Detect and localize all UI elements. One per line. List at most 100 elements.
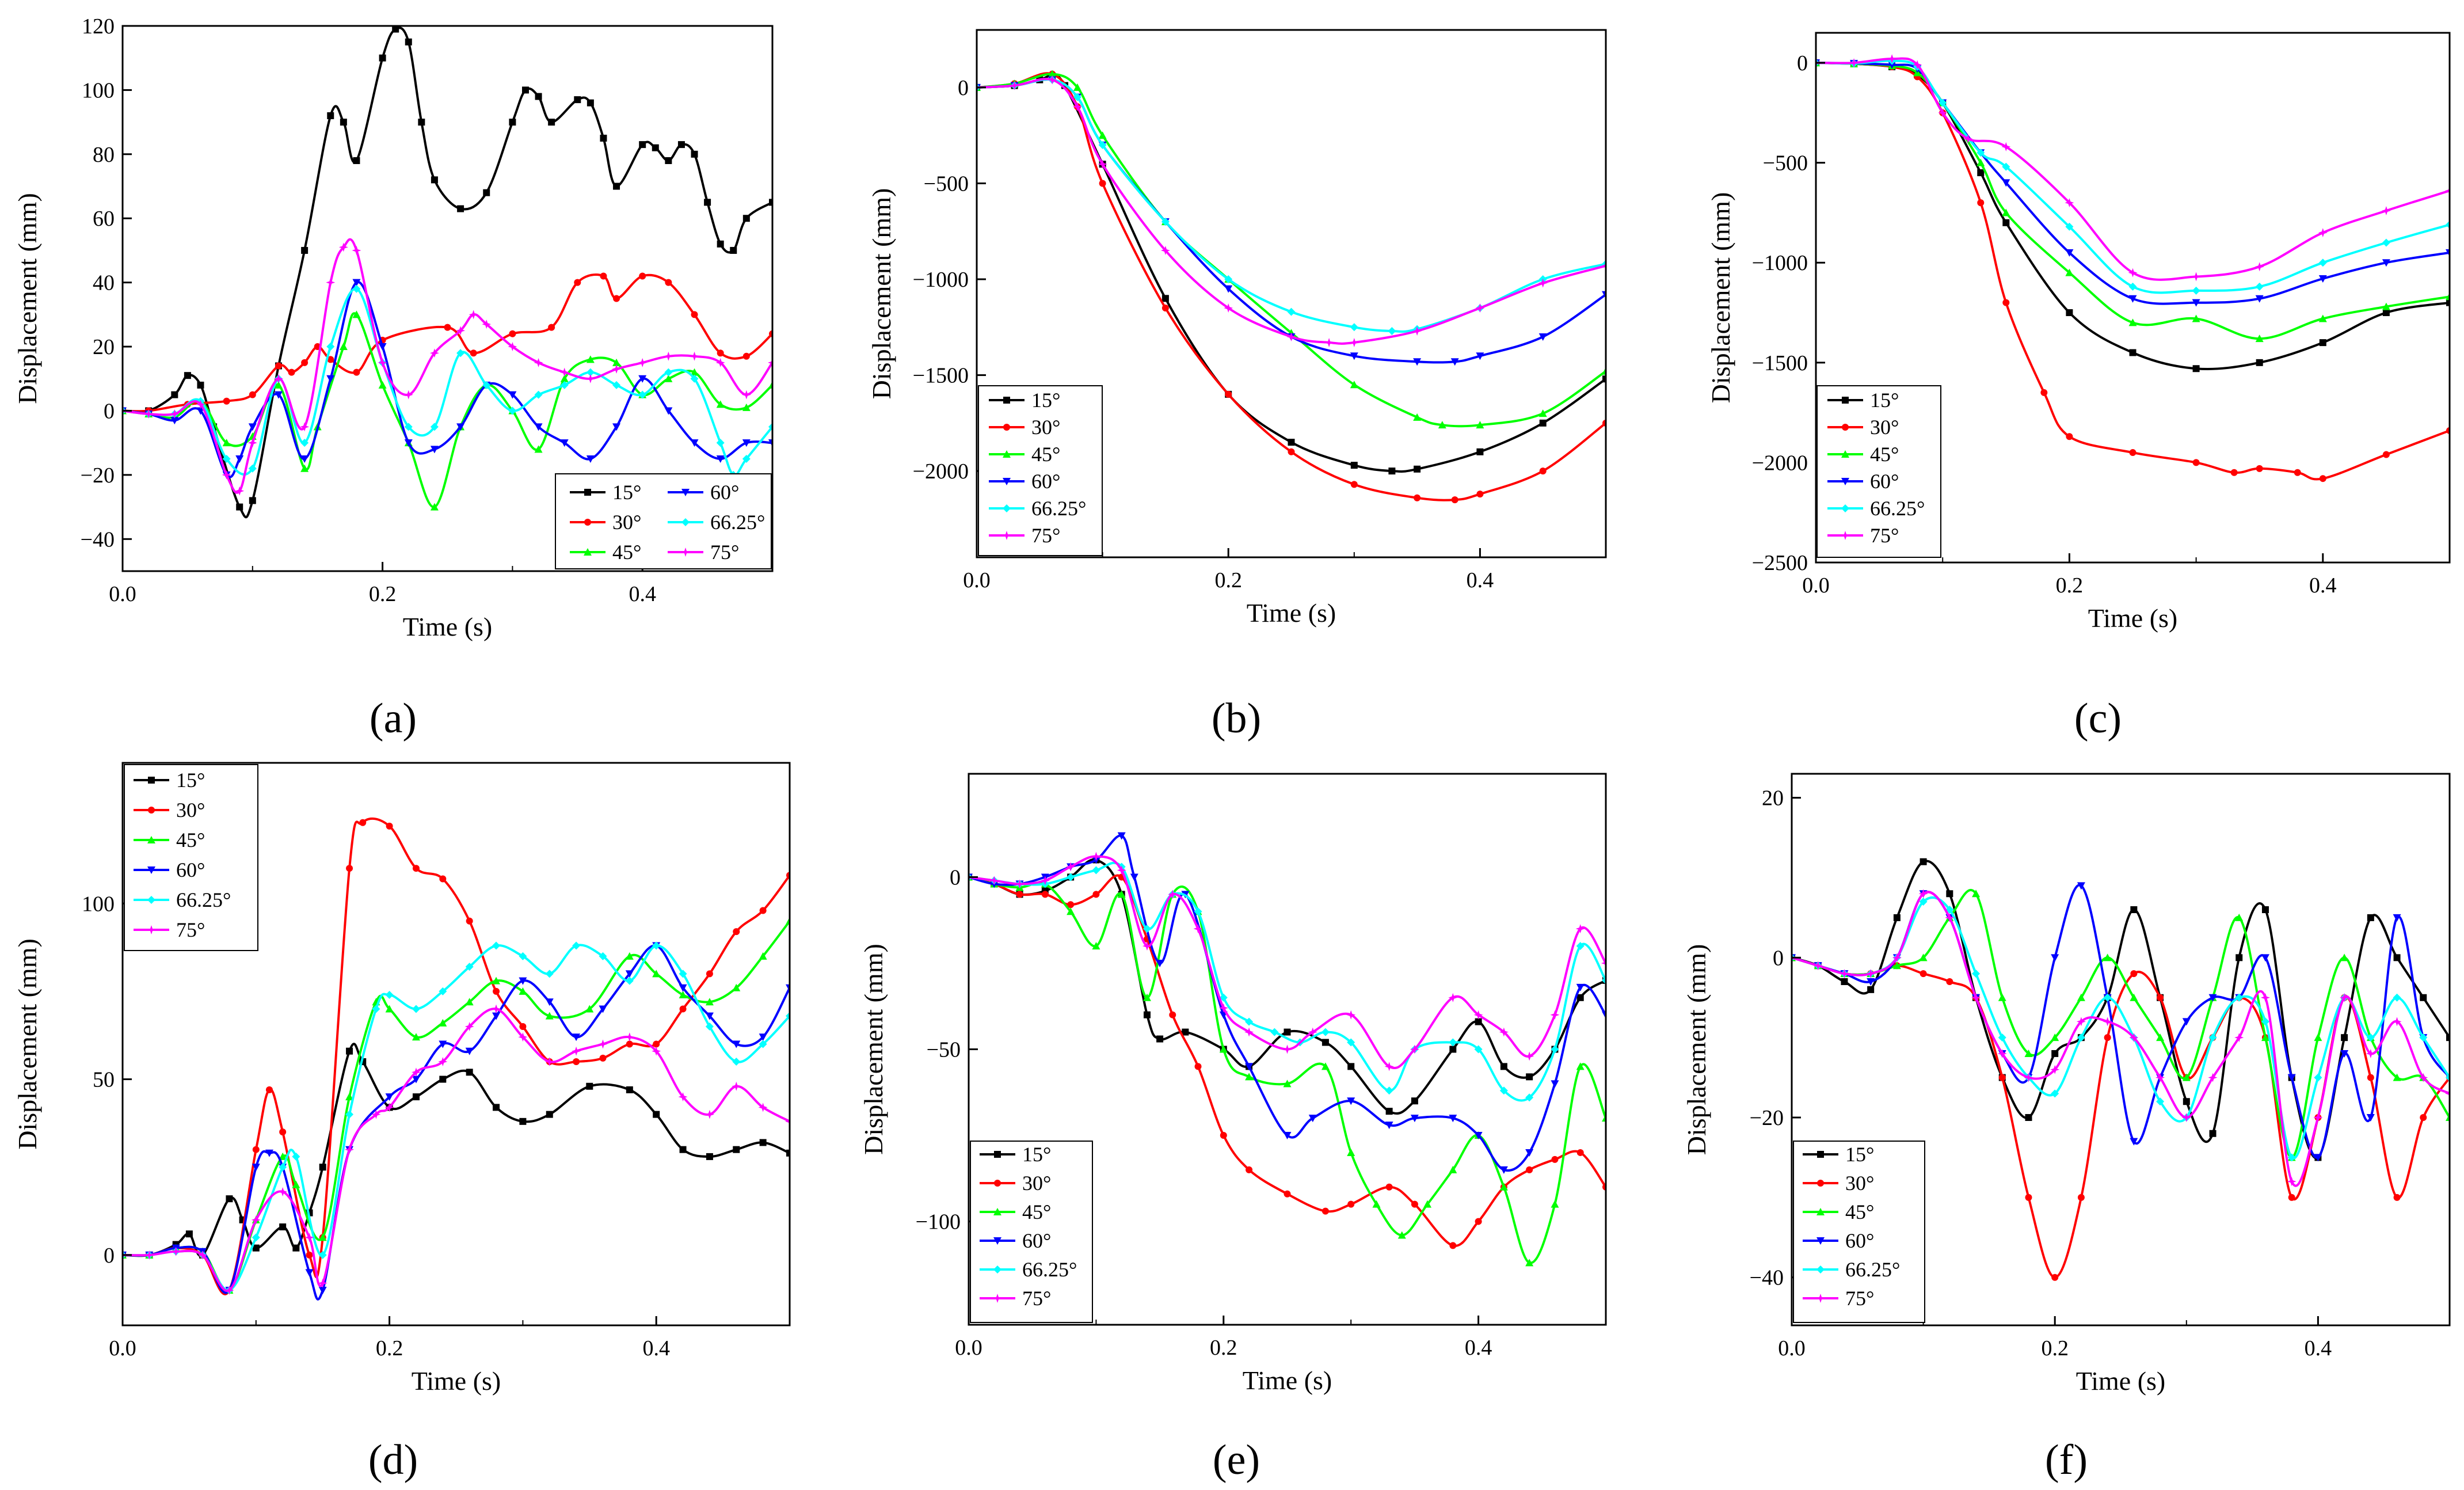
legend-label-75: 75° bbox=[176, 918, 205, 941]
data-point-66-25 bbox=[1245, 1017, 1254, 1026]
data-point-60 bbox=[2208, 994, 2217, 1002]
data-point-15 bbox=[252, 1244, 260, 1252]
data-point-75 bbox=[1550, 1010, 1560, 1020]
data-point-15 bbox=[1385, 1108, 1393, 1115]
data-point-45 bbox=[1245, 1073, 1254, 1081]
series-line-75 bbox=[969, 855, 1606, 1069]
data-point-66-25 bbox=[385, 991, 394, 999]
data-point-75 bbox=[732, 1081, 741, 1091]
data-point-75 bbox=[482, 320, 492, 329]
data-point-15 bbox=[600, 134, 607, 142]
plot-frame bbox=[1815, 32, 2451, 564]
legend-marker-66-25 bbox=[681, 518, 690, 526]
y-tick-label: −100 bbox=[916, 1210, 961, 1234]
data-point-75 bbox=[678, 1092, 688, 1102]
data-point-66-25 bbox=[1388, 326, 1396, 335]
data-point-45 bbox=[1538, 409, 1547, 417]
y-tick-label: 80 bbox=[93, 143, 115, 167]
data-point-15 bbox=[2420, 994, 2427, 1001]
series-line-60 bbox=[977, 78, 1606, 364]
legend-label-45: 45° bbox=[176, 828, 205, 852]
data-point-45 bbox=[1602, 367, 1606, 375]
data-point-75 bbox=[1840, 969, 1849, 979]
data-point-30 bbox=[1350, 481, 1358, 488]
data-point-30 bbox=[2025, 1193, 2032, 1201]
data-point-60 bbox=[1450, 358, 1459, 366]
legend-label-30: 30° bbox=[1022, 1172, 1051, 1195]
data-point-15 bbox=[587, 99, 594, 107]
data-point-75 bbox=[2191, 272, 2201, 282]
data-point-75 bbox=[1813, 961, 1823, 971]
data-point-60 bbox=[586, 455, 595, 463]
data-point-60 bbox=[456, 423, 465, 431]
data-point-45 bbox=[430, 503, 439, 511]
data-point-30 bbox=[626, 1040, 633, 1048]
data-point-75 bbox=[2254, 262, 2264, 272]
legend-label-75: 75° bbox=[710, 541, 739, 564]
y-tick-label: −1000 bbox=[913, 268, 969, 292]
data-point-30 bbox=[1385, 1183, 1393, 1191]
data-point-75 bbox=[2128, 268, 2138, 278]
data-point-30 bbox=[275, 362, 282, 370]
data-point-30 bbox=[2002, 299, 2010, 306]
legend: 15° 30° 45° 60° 66.25° 75° bbox=[970, 1141, 1093, 1323]
data-point-60 bbox=[1576, 983, 1585, 991]
x-tick-label: 0.2 bbox=[369, 582, 397, 606]
data-point-75 bbox=[304, 1233, 314, 1242]
data-point-15 bbox=[412, 1093, 420, 1101]
data-point-15 bbox=[2183, 1098, 2190, 1105]
legend-marker-75 bbox=[147, 925, 156, 934]
data-point-30 bbox=[600, 272, 607, 280]
data-point-66-25 bbox=[2419, 1033, 2428, 1042]
data-point-45 bbox=[1067, 907, 1075, 915]
y-axis-title: Displacement (mm) bbox=[1706, 192, 1735, 404]
data-point-15 bbox=[405, 38, 412, 45]
data-point-75 bbox=[326, 278, 336, 287]
x-tick-label: 0.0 bbox=[1778, 1336, 1806, 1360]
data-point-15 bbox=[346, 1047, 353, 1055]
legend-marker-15 bbox=[148, 777, 155, 784]
data-point-15 bbox=[1500, 1063, 1507, 1070]
x-tick-label: 0.4 bbox=[1465, 1336, 1492, 1360]
data-point-15 bbox=[2236, 954, 2243, 961]
legend-marker-60 bbox=[681, 489, 690, 496]
data-point-15 bbox=[546, 1111, 553, 1118]
x-tick-label: 0.4 bbox=[629, 582, 656, 606]
chart-panel-a: 0.0 0.2 0.4 −40 −20 0 20 40 60 80 100 120 Time (s) Di… bbox=[13, 14, 774, 742]
data-point-15 bbox=[677, 141, 685, 149]
data-point-30 bbox=[2294, 469, 2301, 476]
data-point-75 bbox=[1475, 303, 1485, 313]
chart-panel-c: 0.0 0.2 0.4 −2500 −2000 −1500 −1000 −500 0 Time (… bbox=[1706, 32, 2451, 742]
data-point-60 bbox=[1867, 978, 1875, 986]
legend-marker-30 bbox=[1817, 1180, 1824, 1187]
data-point-45 bbox=[2314, 1033, 2322, 1042]
data-point-30 bbox=[1099, 180, 1106, 187]
series-line-66-25 bbox=[123, 287, 772, 477]
data-point-15 bbox=[574, 96, 581, 104]
y-tick-label: 20 bbox=[1762, 786, 1784, 811]
data-point-66-25 bbox=[465, 963, 474, 971]
data-point-45 bbox=[1998, 993, 2006, 1001]
data-point-75 bbox=[2318, 228, 2328, 238]
data-point-66-25 bbox=[599, 952, 607, 960]
data-point-75 bbox=[1525, 1051, 1534, 1061]
data-point-66-25 bbox=[1499, 1086, 1508, 1095]
data-point-60 bbox=[742, 439, 751, 447]
data-point-45 bbox=[2156, 1033, 2165, 1042]
data-point-75 bbox=[2366, 1048, 2375, 1058]
data-point-75 bbox=[222, 470, 231, 480]
data-point-30 bbox=[1169, 1011, 1176, 1018]
data-point-60 bbox=[305, 1269, 314, 1277]
data-point-45 bbox=[274, 381, 283, 389]
legend-marker-30 bbox=[148, 807, 155, 814]
data-point-66-25 bbox=[1998, 1033, 2006, 1042]
data-point-30 bbox=[2288, 1193, 2295, 1201]
legend-marker-75 bbox=[1816, 1294, 1825, 1303]
data-point-30 bbox=[223, 397, 230, 405]
panel-caption: (f) bbox=[2045, 1436, 2088, 1484]
y-tick-label: −1000 bbox=[1752, 251, 1808, 275]
data-point-75 bbox=[300, 422, 310, 432]
legend-label-15: 15° bbox=[1022, 1143, 1051, 1166]
data-point-66-25 bbox=[1161, 218, 1170, 226]
data-point-45 bbox=[2192, 314, 2200, 322]
